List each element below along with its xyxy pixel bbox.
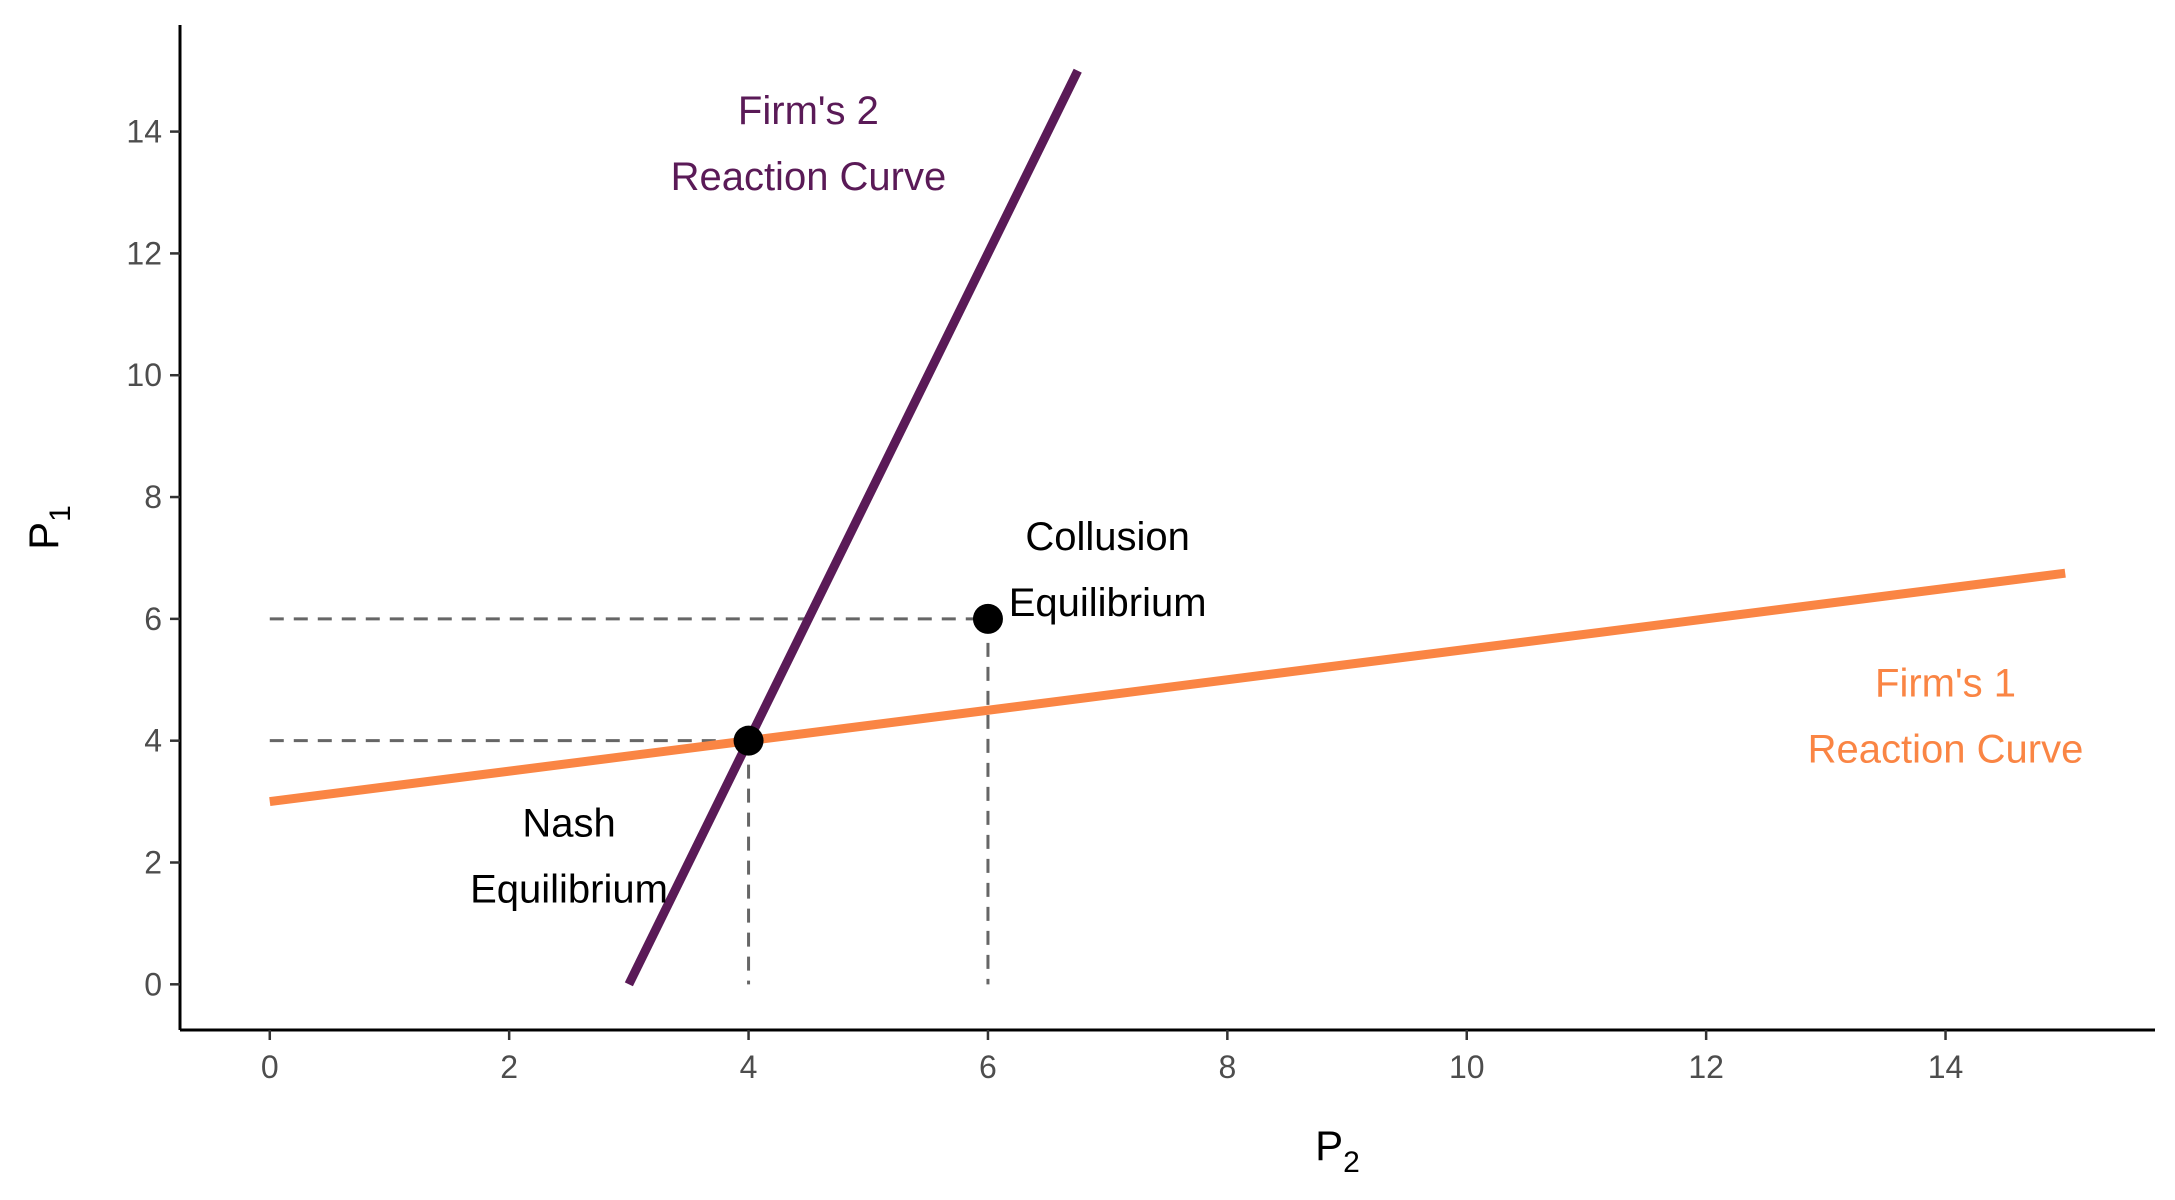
y-tick-label: 6 — [144, 601, 162, 637]
guide-lines — [269, 617, 990, 985]
firm2-reaction-curve — [624, 68, 1082, 987]
y-tick-label: 4 — [144, 723, 162, 759]
y-axis-title: P1 — [20, 505, 77, 550]
firm2-label-line: Reaction Curve — [671, 155, 947, 199]
x-tick-label: 6 — [979, 1049, 997, 1085]
nash-label-line: Nash — [522, 801, 615, 845]
y-axis-ticks: 0 2 4 6 8 10 12 14 — [126, 114, 180, 1002]
y-tick-label: 8 — [144, 479, 162, 515]
x-tick-label: 10 — [1449, 1049, 1485, 1085]
x-tick-label: 12 — [1688, 1049, 1724, 1085]
y-tick-label: 10 — [126, 357, 162, 393]
x-axis-ticks: 0 2 4 6 8 10 12 14 — [261, 1030, 1963, 1085]
y-tick-label: 12 — [126, 235, 162, 271]
nash-label-line: Equilibrium — [470, 867, 668, 911]
x-tick-label: 4 — [740, 1049, 758, 1085]
equilibrium-points — [733, 603, 1003, 756]
collusion-label-line: Equilibrium — [1009, 581, 1207, 625]
collusion-equilibrium-point — [972, 603, 1003, 634]
annotations: Firm's 2 Reaction Curve Firm's 1 Reaction C… — [470, 89, 2083, 912]
y-tick-label: 0 — [144, 966, 162, 1002]
firm2-label: Firm's 2 Reaction Curve — [671, 89, 947, 199]
firm1-label-line: Reaction Curve — [1808, 727, 2084, 771]
collusion-label: Collusion Equilibrium — [1009, 515, 1207, 625]
y-tick-label: 2 — [144, 845, 162, 881]
x-tick-label: 2 — [500, 1049, 518, 1085]
firm1-label: Firm's 1 Reaction Curve — [1808, 661, 2084, 771]
firm1-label-line: Firm's 1 — [1875, 661, 2016, 705]
y-tick-label: 14 — [126, 114, 162, 150]
x-tick-label: 14 — [1928, 1049, 1964, 1085]
axes: 0 2 4 6 8 10 12 14 0 2 4 6 8 10 12 14 — [126, 25, 2155, 1085]
firm1-reaction-curve — [269, 568, 2066, 807]
nash-equilibrium-point — [733, 725, 764, 756]
x-axis-title: P2 — [1315, 1122, 1360, 1179]
firm2-label-line: Firm's 2 — [738, 89, 879, 133]
x-tick-label: 0 — [261, 1049, 279, 1085]
collusion-label-line: Collusion — [1025, 515, 1190, 559]
series-lines — [269, 68, 2066, 987]
nash-label: Nash Equilibrium — [470, 801, 668, 911]
x-tick-label: 8 — [1218, 1049, 1236, 1085]
